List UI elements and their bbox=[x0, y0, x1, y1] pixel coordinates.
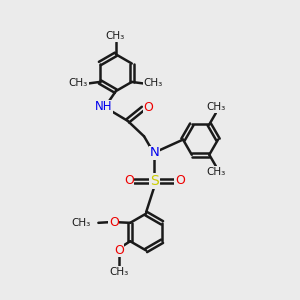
Text: S: S bbox=[150, 174, 159, 188]
Text: N: N bbox=[150, 146, 159, 159]
Text: CH₃: CH₃ bbox=[207, 103, 226, 112]
Text: O: O bbox=[175, 174, 185, 188]
Text: O: O bbox=[124, 174, 134, 188]
Text: O: O bbox=[109, 216, 119, 229]
Text: CH₃: CH₃ bbox=[144, 78, 163, 88]
Text: CH₃: CH₃ bbox=[71, 218, 91, 228]
Text: CH₃: CH₃ bbox=[69, 78, 88, 88]
Text: CH₃: CH₃ bbox=[109, 267, 128, 277]
Text: NH: NH bbox=[94, 100, 112, 113]
Text: CH₃: CH₃ bbox=[207, 167, 226, 177]
Text: CH₃: CH₃ bbox=[106, 32, 125, 41]
Text: O: O bbox=[144, 101, 154, 114]
Text: O: O bbox=[114, 244, 124, 257]
